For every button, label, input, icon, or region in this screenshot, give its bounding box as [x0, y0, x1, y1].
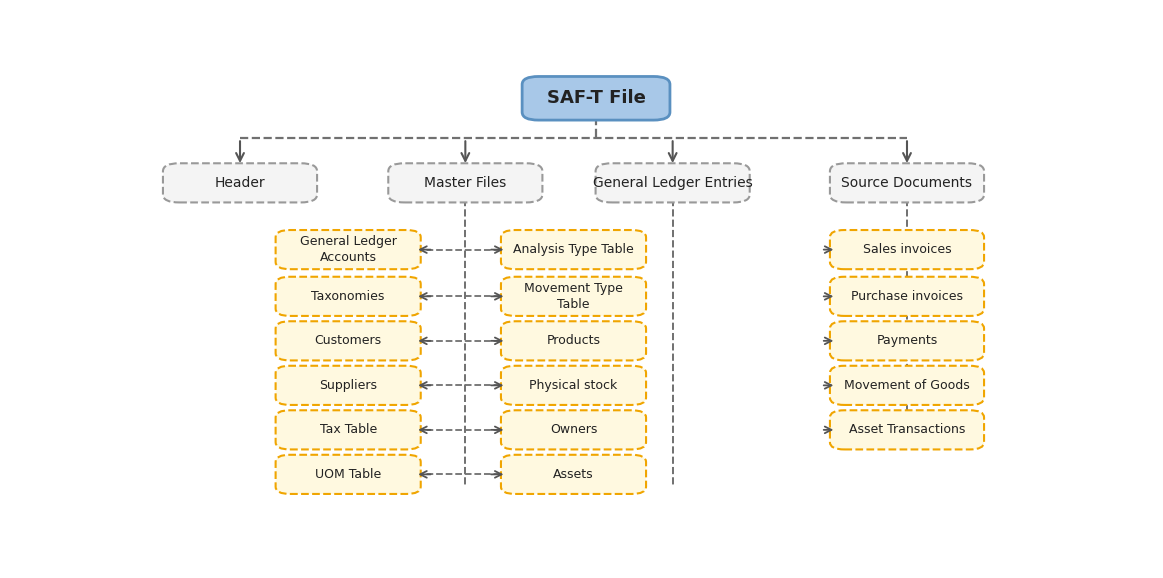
- FancyBboxPatch shape: [163, 163, 317, 202]
- FancyBboxPatch shape: [501, 455, 647, 494]
- Text: Asset Transactions: Asset Transactions: [849, 423, 965, 436]
- FancyBboxPatch shape: [276, 455, 421, 494]
- FancyBboxPatch shape: [388, 163, 542, 202]
- Text: Purchase invoices: Purchase invoices: [851, 290, 963, 303]
- FancyBboxPatch shape: [501, 321, 647, 361]
- FancyBboxPatch shape: [501, 410, 647, 450]
- Text: Taxonomies: Taxonomies: [312, 290, 385, 303]
- FancyBboxPatch shape: [830, 366, 984, 405]
- FancyBboxPatch shape: [830, 321, 984, 361]
- FancyBboxPatch shape: [276, 321, 421, 361]
- FancyBboxPatch shape: [595, 163, 750, 202]
- FancyBboxPatch shape: [501, 366, 647, 405]
- Text: Suppliers: Suppliers: [319, 379, 377, 392]
- Text: Master Files: Master Files: [424, 176, 506, 190]
- Text: General Ledger Entries: General Ledger Entries: [593, 176, 752, 190]
- Text: Products: Products: [547, 334, 600, 347]
- FancyBboxPatch shape: [276, 366, 421, 405]
- FancyBboxPatch shape: [276, 230, 421, 269]
- Text: General Ledger
Accounts: General Ledger Accounts: [300, 235, 397, 264]
- Text: Analysis Type Table: Analysis Type Table: [513, 243, 634, 256]
- Text: Movement Type
Table: Movement Type Table: [525, 281, 623, 311]
- FancyBboxPatch shape: [276, 277, 421, 316]
- FancyBboxPatch shape: [830, 163, 984, 202]
- Text: Physical stock: Physical stock: [529, 379, 618, 392]
- FancyBboxPatch shape: [522, 76, 670, 120]
- Text: Owners: Owners: [550, 423, 597, 436]
- FancyBboxPatch shape: [276, 410, 421, 450]
- Text: Customers: Customers: [315, 334, 381, 347]
- Text: UOM Table: UOM Table: [315, 468, 381, 481]
- Text: SAF-T File: SAF-T File: [547, 89, 645, 108]
- FancyBboxPatch shape: [830, 277, 984, 316]
- FancyBboxPatch shape: [830, 410, 984, 450]
- FancyBboxPatch shape: [501, 230, 647, 269]
- Text: Movement of Goods: Movement of Goods: [844, 379, 970, 392]
- Text: Source Documents: Source Documents: [842, 176, 972, 190]
- Text: Assets: Assets: [554, 468, 594, 481]
- FancyBboxPatch shape: [501, 277, 647, 316]
- Text: Sales invoices: Sales invoices: [863, 243, 951, 256]
- Text: Payments: Payments: [877, 334, 937, 347]
- Text: Header: Header: [215, 176, 265, 190]
- FancyBboxPatch shape: [830, 230, 984, 269]
- Text: Tax Table: Tax Table: [320, 423, 377, 436]
